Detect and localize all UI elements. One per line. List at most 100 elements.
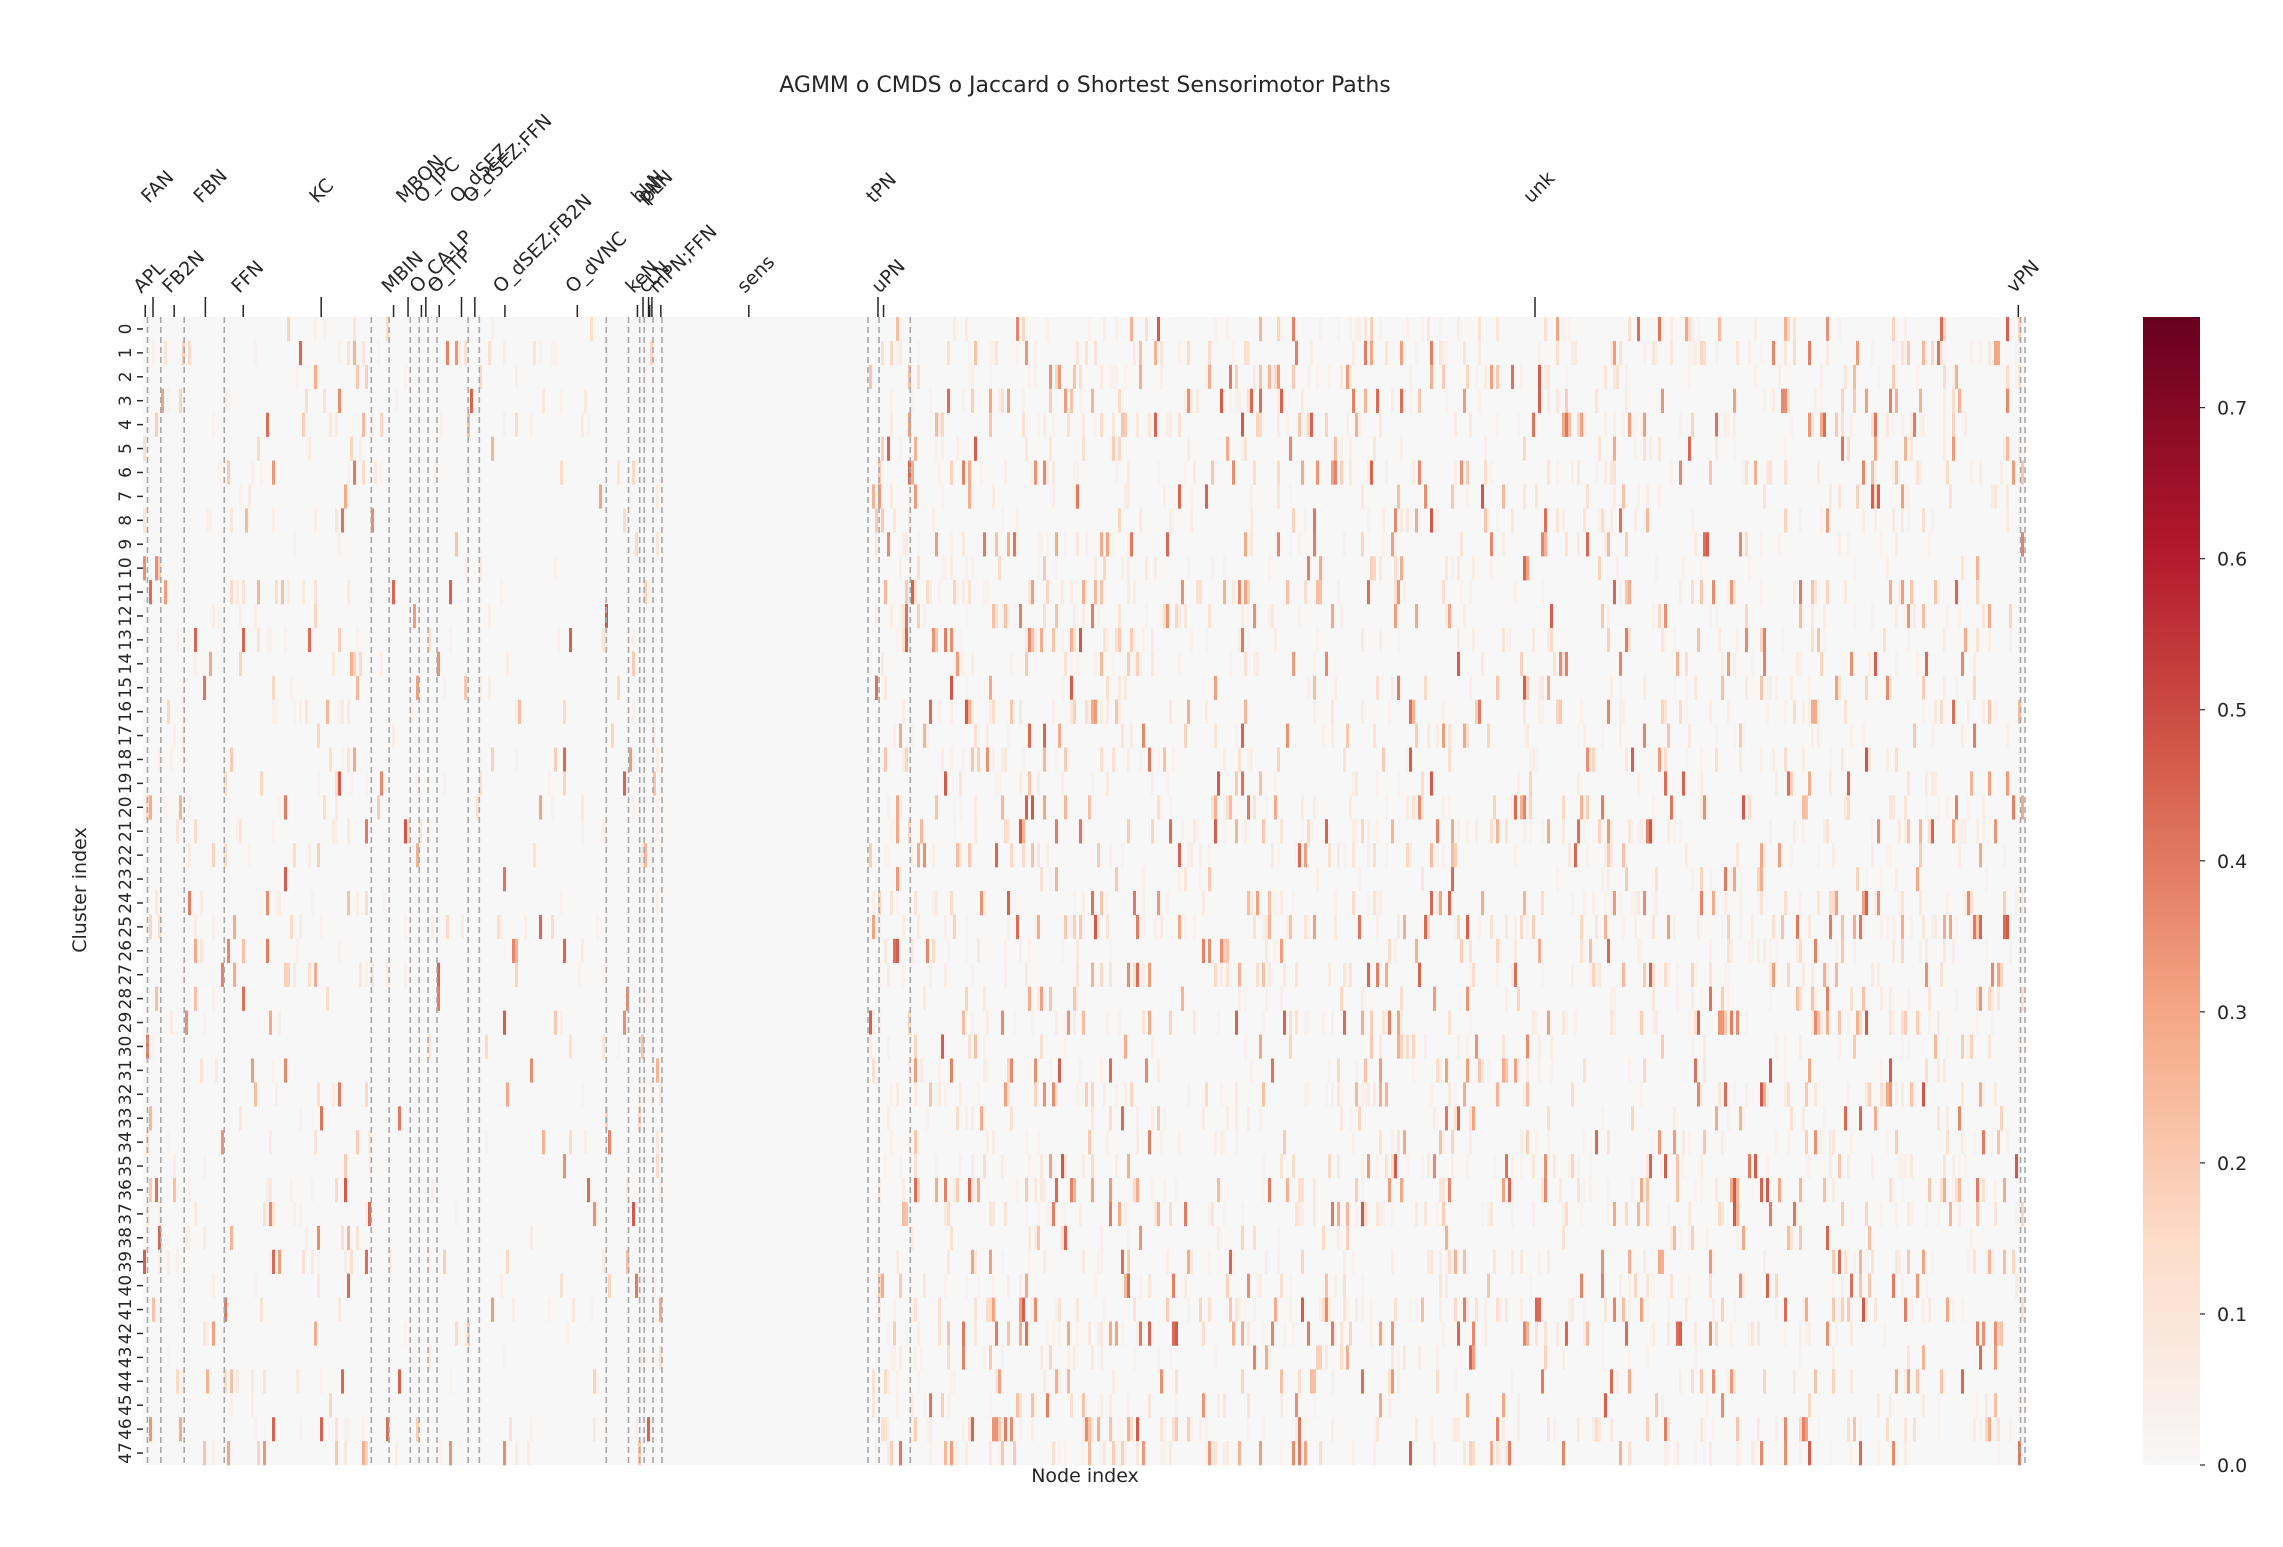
- heatmap-cell: [1283, 1130, 1286, 1155]
- heatmap-cell: [917, 556, 920, 581]
- heatmap-cell: [1700, 340, 1703, 366]
- heatmap-cell: [989, 1297, 992, 1322]
- heatmap-cell: [1073, 604, 1076, 629]
- heatmap-cell: [1556, 508, 1559, 533]
- heatmap-cell: [380, 412, 383, 437]
- heatmap-cell: [1319, 1297, 1322, 1322]
- heatmap-cell: [1553, 1154, 1556, 1179]
- heatmap-cell: [1130, 723, 1133, 748]
- heatmap-cell: [1184, 1273, 1187, 1298]
- heatmap-cell: [1067, 1369, 1070, 1394]
- heatmap-cell: [1103, 1297, 1106, 1322]
- heatmap-cell: [1031, 627, 1034, 653]
- heatmap-cell: [1373, 843, 1376, 868]
- heatmap-cell: [1607, 938, 1610, 964]
- heatmap-cell: [1547, 1249, 1550, 1274]
- heatmap-cell: [1265, 795, 1268, 820]
- heatmap-cell: [1544, 1178, 1547, 1203]
- heatmap-cell: [548, 1297, 551, 1322]
- heatmap-cell: [1784, 436, 1787, 461]
- heatmap-cell: [1397, 675, 1400, 700]
- heatmap-cell: [1208, 1297, 1211, 1322]
- heatmap-cell: [1133, 340, 1136, 366]
- heatmap-cell: [1775, 675, 1778, 700]
- heatmap-cell: [1400, 1010, 1403, 1035]
- heatmap-cell: [1193, 1010, 1196, 1035]
- heatmap-cell: [1712, 891, 1715, 916]
- heatmap-cell: [959, 1082, 962, 1107]
- heatmap-cell: [299, 1106, 302, 1131]
- heatmap-cell: [1049, 1201, 1052, 1227]
- heatmap-cell: [1808, 1058, 1811, 1083]
- colorbar-gradient: [2143, 317, 2200, 1465]
- heatmap-cell: [1922, 412, 1925, 437]
- heatmap-cell: [1070, 914, 1073, 940]
- heatmap-cell: [1751, 1321, 1754, 1346]
- heatmap-cell: [1958, 1178, 1961, 1203]
- heatmap-cell: [1691, 1034, 1694, 1059]
- heatmap-cell: [1790, 1225, 1793, 1251]
- heatmap-cell: [941, 1034, 944, 1059]
- heatmap-cell: [644, 580, 647, 605]
- heatmap-cell: [1538, 1249, 1541, 1274]
- heatmap-cell: [1538, 340, 1541, 366]
- heatmap-cell: [1727, 962, 1730, 987]
- heatmap-cell: [188, 843, 191, 868]
- heatmap-cell: [1622, 843, 1625, 868]
- heatmap-cell: [1397, 627, 1400, 653]
- heatmap-cell: [1997, 1321, 2000, 1346]
- heatmap-cell: [1175, 1393, 1178, 1418]
- heatmap-cell: [188, 1225, 191, 1251]
- heatmap-cell: [1361, 819, 1364, 844]
- heatmap-cell: [1073, 891, 1076, 916]
- heatmap-cell: [1094, 651, 1097, 677]
- heatmap-cell: [1511, 1369, 1514, 1394]
- heatmap-cell: [968, 364, 971, 390]
- heatmap-cell: [2006, 436, 2009, 461]
- heatmap-cell: [362, 412, 365, 437]
- heatmap-cell: [1856, 867, 1859, 892]
- heatmap-cell: [974, 1178, 977, 1203]
- heatmap-cell: [1817, 1417, 1820, 1442]
- heatmap-cell: [503, 340, 506, 366]
- heatmap-cell: [1067, 1010, 1070, 1035]
- heatmap-cell: [1853, 556, 1856, 581]
- heatmap-cell: [1079, 364, 1082, 390]
- heatmap-cell: [1889, 675, 1892, 700]
- heatmap-cell: [1745, 1082, 1748, 1107]
- heatmap-cell: [968, 1034, 971, 1059]
- heatmap-cell: [1547, 819, 1550, 844]
- colorbar-tick-label: 0.7: [2217, 398, 2247, 420]
- heatmap-cell: [2009, 627, 2012, 653]
- heatmap-cell: [1274, 771, 1277, 796]
- heatmap-cell: [1733, 651, 1736, 677]
- heatmap-cell: [320, 1106, 323, 1131]
- heatmap-cell: [1322, 1225, 1325, 1251]
- heatmap-cell: [1652, 914, 1655, 940]
- heatmap-cell: [1409, 699, 1412, 724]
- heatmap-cell: [1460, 938, 1463, 964]
- heatmap-cell: [1274, 364, 1277, 390]
- heatmap-cell: [1841, 1297, 1844, 1322]
- heatmap-cell: [1769, 962, 1772, 987]
- heatmap-cell: [1904, 340, 1907, 366]
- heatmap-cell: [2021, 1201, 2024, 1227]
- heatmap-cell: [1097, 1249, 1100, 1274]
- heatmap-cell: [1793, 699, 1796, 724]
- heatmap-cell: [1817, 891, 1820, 916]
- heatmap-cell: [302, 1249, 305, 1274]
- heatmap-cell: [1787, 771, 1790, 796]
- heatmap-cell: [1154, 914, 1157, 940]
- heatmap-cell: [1040, 532, 1043, 557]
- heatmap-cell: [1034, 1058, 1037, 1083]
- heatmap-cell: [1523, 819, 1526, 844]
- heatmap-cell: [1565, 651, 1568, 677]
- heatmap-cell: [491, 747, 494, 772]
- heatmap-cell: [1688, 340, 1691, 366]
- heatmap-cell: [1790, 675, 1793, 700]
- heatmap-cell: [1847, 795, 1850, 820]
- heatmap-cell: [221, 962, 224, 987]
- heatmap-cell: [1595, 962, 1598, 987]
- heatmap-cell: [1598, 1417, 1601, 1442]
